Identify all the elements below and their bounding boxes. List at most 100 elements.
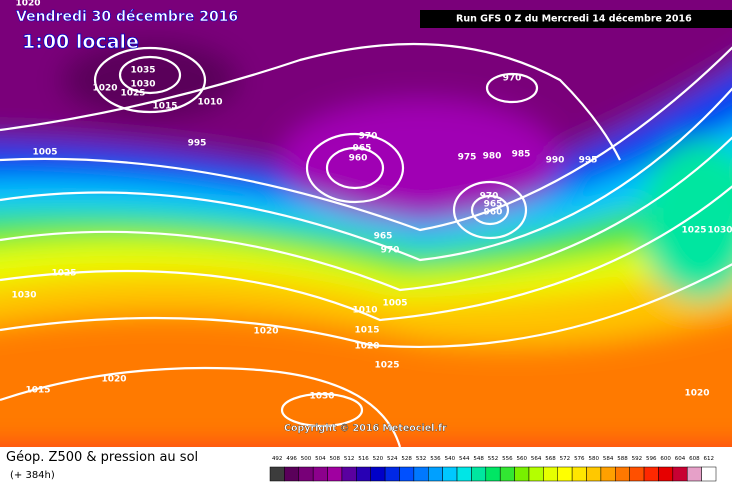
isobar-label: 990	[546, 156, 565, 166]
scale-label: 584	[603, 456, 614, 462]
scale-label: 560	[517, 456, 528, 462]
scale-label: 528	[401, 456, 412, 462]
scale-swatch	[269, 466, 285, 482]
run-text: Run GFS 0 Z du Mercredi 14 décembre 2016	[456, 14, 692, 25]
scale-label: 508	[329, 456, 340, 462]
isobar-label: 960	[349, 154, 368, 164]
scale-label: 568	[545, 456, 556, 462]
scale-swatch	[413, 466, 429, 482]
scale-swatch	[327, 466, 343, 482]
scale-swatch	[543, 466, 558, 482]
scale-swatch	[701, 466, 717, 482]
scale-label: 516	[358, 456, 369, 462]
isobar-label: 1010	[352, 306, 377, 316]
scale-label: 612	[704, 456, 715, 462]
isobar-label: 1030	[11, 291, 36, 301]
isobar-label: 965	[484, 200, 503, 210]
isobar-label: 965	[374, 232, 393, 242]
scale-swatch	[615, 466, 630, 482]
scale-label: 556	[502, 456, 513, 462]
isobar-label: 1025	[374, 361, 399, 371]
footer-title: Géop. Z500 & pression au sol	[6, 450, 198, 465]
scale-label: 492	[272, 456, 283, 462]
scale-label: 576	[574, 456, 585, 462]
scale-swatch	[557, 466, 573, 482]
scale-swatch	[428, 466, 443, 482]
color-scale: 492 496 500 504 508 512 516 520 524 528 532 536 540 5…	[269, 456, 717, 482]
scale-swatch	[485, 466, 501, 482]
scale-swatch	[312, 466, 328, 482]
scale-label: 520	[373, 456, 384, 462]
copyright: Copyright © 2016 Meteociel.fr	[284, 423, 447, 434]
isobar-label: 970	[480, 192, 499, 202]
isobar-label: 1020	[101, 375, 126, 385]
isobar-label: 1010	[197, 98, 222, 108]
scale-label: 504	[315, 456, 326, 462]
isobar-label: 975	[458, 153, 477, 163]
scale-label: 604	[675, 456, 686, 462]
scale-label: 552	[488, 456, 499, 462]
scale-swatch	[672, 466, 688, 482]
isobar-label: 1030	[309, 392, 334, 402]
isobar-label: 985	[512, 150, 531, 160]
scale-label: 532	[416, 456, 427, 462]
isobar-label: 1020	[354, 342, 379, 352]
footer-lead: (+ 384h)	[10, 470, 55, 481]
isobar-label: 995	[579, 156, 598, 166]
isobar-label: 965	[353, 144, 372, 154]
date: Vendredi 30 décembre 2016	[16, 9, 238, 25]
scale-swatch	[571, 466, 587, 482]
isobar-label: 995	[188, 139, 207, 149]
isobar-label: 1020	[684, 389, 709, 399]
scale-label: 544	[459, 456, 470, 462]
isobar-label: 1030	[130, 80, 155, 90]
scale-label: 596	[646, 456, 657, 462]
scale-label: 580	[588, 456, 599, 462]
scale-swatch	[384, 466, 400, 482]
scale-label: 524	[387, 456, 398, 462]
scale-swatch	[499, 466, 515, 482]
isobar-label: 970	[503, 74, 522, 84]
scale-swatch	[471, 466, 487, 482]
isobar-label: 1015	[354, 326, 379, 336]
scale-label: 548	[473, 456, 484, 462]
isobar-label: 1020	[253, 327, 278, 337]
scale-swatch	[658, 466, 674, 482]
scale-swatch	[298, 466, 314, 482]
isobar-label: 970	[359, 132, 378, 142]
isobar-label: 1035	[130, 66, 155, 76]
isobar-label: 1025	[120, 89, 145, 99]
scale-label: 496	[286, 456, 297, 462]
scale-label: 536	[430, 456, 441, 462]
isobar-label: 1005	[32, 148, 57, 158]
scale-swatch	[643, 466, 659, 482]
scale-label: 540	[445, 456, 456, 462]
run-banner	[420, 10, 732, 28]
scale-swatch	[586, 466, 602, 482]
isobar-label: 980	[483, 152, 502, 162]
scale-swatch	[399, 466, 415, 482]
scale-swatch	[284, 466, 300, 482]
isobar-label: 1020	[92, 84, 117, 94]
isobar-label: 960	[484, 208, 503, 218]
scale-swatch	[629, 466, 645, 482]
scale-swatch	[356, 466, 371, 482]
isobar-label: 1015	[152, 102, 177, 112]
time: 1:00 locale	[22, 31, 139, 53]
isobar-label: 1020	[15, 0, 40, 9]
scale-label: 608	[689, 456, 700, 462]
isobar-label: 1030	[707, 226, 732, 236]
isobar-label: 1025	[681, 226, 706, 236]
scale-swatch	[442, 466, 458, 482]
scale-swatch	[600, 466, 616, 482]
scale-swatch	[341, 466, 357, 482]
scale-label: 600	[660, 456, 671, 462]
scale-label: 588	[617, 456, 628, 462]
isobars	[0, 42, 732, 447]
isobar-label: 1025	[51, 269, 76, 279]
scale-label: 592	[632, 456, 643, 462]
map: 1020100010351030102010251015101099510059…	[0, 0, 732, 447]
isobar-label: 1005	[382, 299, 407, 309]
scale-label: 572	[560, 456, 571, 462]
